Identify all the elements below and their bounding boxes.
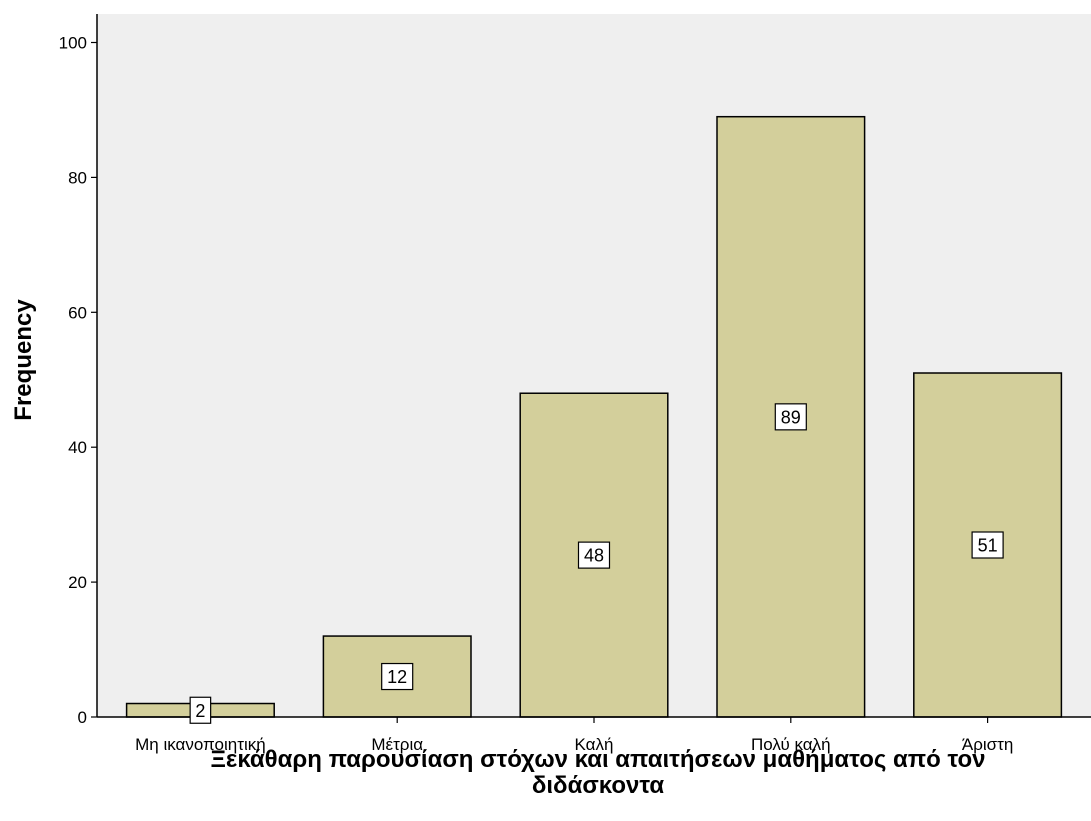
data-label-box xyxy=(774,403,807,431)
data-label: 12 xyxy=(387,667,407,687)
data-label-box xyxy=(381,662,414,691)
data-label: 2 xyxy=(195,701,205,721)
y-tick-label: 60 xyxy=(68,303,87,322)
x-axis-title-line-2: διδάσκοντα xyxy=(532,772,665,799)
x-tick-label: Μη ικανοποιητική xyxy=(135,735,266,754)
y-tick-label: 20 xyxy=(68,573,87,592)
axes-layer xyxy=(91,14,1091,723)
x-tick-label: Μέτρια xyxy=(371,735,423,754)
y-tick-label: 0 xyxy=(78,708,87,727)
data-label-box xyxy=(971,531,1004,559)
x-axis-title-line-1: Ξεκάθαρη παρουσίαση στόχων και απαιτήσεω… xyxy=(210,746,985,773)
data-label: 48 xyxy=(584,546,604,566)
x-tick-label: Άριστη xyxy=(962,735,1013,754)
bars-layer xyxy=(125,115,1063,718)
y-tick-label: 40 xyxy=(68,438,87,457)
data-label-box xyxy=(577,541,611,569)
data-label-box xyxy=(189,696,212,724)
y-tick-label: 100 xyxy=(59,34,87,53)
data-label: 89 xyxy=(781,407,801,427)
y-axis-title: Frequency xyxy=(10,299,37,421)
data-label: 51 xyxy=(978,536,998,556)
labels-layer: Μη ικανοποιητική 2 Μέτρια 12 Καλή 48 Πολύ καλή… xyxy=(59,34,1014,755)
x-tick-label: Πολύ καλή xyxy=(751,735,831,754)
x-tick-label: Καλή xyxy=(575,735,614,754)
y-tick-label: 80 xyxy=(68,168,87,187)
